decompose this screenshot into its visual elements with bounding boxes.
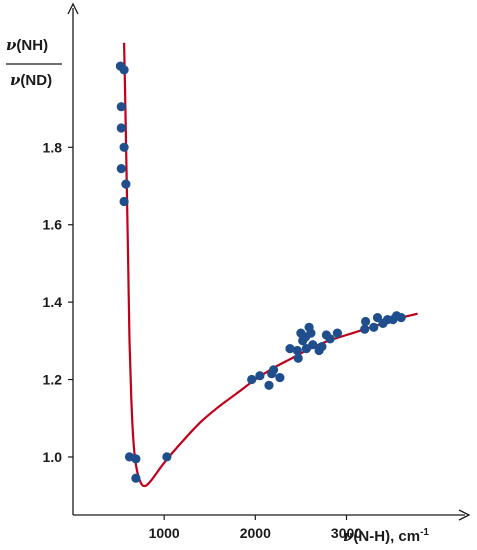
y-axis-arrow: [67, 2, 79, 15]
data-point: [121, 179, 131, 189]
fit-curve: [123, 42, 418, 488]
data-point: [247, 374, 257, 385]
y-tick-label: 1.2: [43, 372, 63, 388]
data-point: [116, 123, 126, 133]
data-point: [116, 102, 126, 112]
y-tick-label: 1.4: [43, 294, 63, 310]
data-point: [131, 473, 141, 483]
data-points: [115, 61, 406, 483]
data-point: [275, 373, 285, 383]
data-point: [306, 328, 316, 338]
x-tick-label: 2000: [240, 525, 271, 541]
data-point: [317, 342, 327, 352]
data-point: [308, 340, 318, 350]
tick-group: 1000 2000 3000 1.0 1.2 1.4 1.6 1.8: [43, 139, 363, 541]
x-axis-title: ν(N-H), cm-1: [343, 527, 429, 545]
y-axis-title-denominator: ν(ND): [10, 71, 52, 89]
y-axis-title-numerator: ν(NH): [6, 36, 48, 54]
data-point: [361, 316, 371, 327]
data-point: [269, 365, 279, 375]
data-point: [264, 380, 274, 390]
plot-axes: [67, 2, 471, 521]
data-point: [325, 334, 335, 344]
data-point: [396, 313, 406, 323]
data-point: [372, 313, 383, 323]
y-axis-title: ν(NH) ν(ND): [6, 36, 62, 89]
data-point: [131, 454, 141, 464]
data-point: [119, 142, 129, 152]
data-point: [162, 452, 172, 462]
data-point: [255, 371, 265, 381]
data-point: [360, 324, 370, 334]
data-point: [119, 196, 129, 207]
data-point: [369, 322, 379, 332]
data-point: [293, 353, 303, 363]
y-tick-label: 1.8: [43, 139, 63, 155]
x-tick-label: 1000: [149, 525, 180, 541]
data-point: [332, 328, 342, 338]
data-point: [292, 345, 302, 356]
data-point: [285, 344, 295, 354]
data-point: [119, 65, 129, 75]
data-point: [116, 164, 126, 174]
x-axis-arrow: [458, 509, 471, 521]
x-tick-label: 3000: [331, 525, 362, 541]
y-tick-label: 1.6: [43, 217, 63, 233]
y-tick-label: 1.0: [43, 449, 63, 465]
